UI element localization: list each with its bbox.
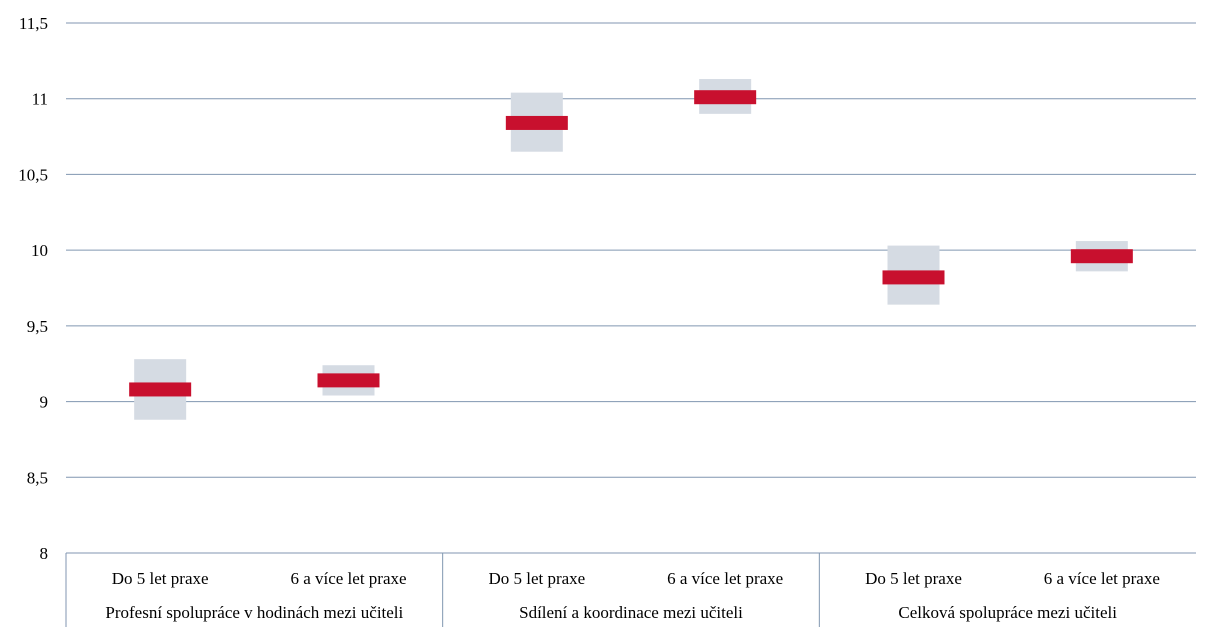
mean-marker: [882, 270, 945, 285]
y-tick-label: 9: [40, 393, 49, 412]
y-tick-label: 8,5: [27, 468, 48, 487]
x-group-label: Celková spolupráce mezi učiteli: [898, 603, 1117, 622]
mean-marker: [694, 90, 757, 105]
x-category-label: Do 5 let praxe: [488, 569, 585, 588]
y-tick-label: 9,5: [27, 317, 48, 336]
x-axis: Do 5 let praxe 6 a více let praxe Profesní…: [65, 552, 1196, 627]
gridlines: [66, 22, 1196, 478]
mean-marker: [1070, 249, 1133, 264]
x-group-label: Profesní spolupráce v hodinách mezi učit…: [105, 603, 403, 622]
y-axis-tick-labels: 8 8,5 9 9,5 10 10,5 11 11,5: [18, 14, 48, 563]
y-tick-label: 11,5: [19, 14, 48, 33]
mean-marker: [129, 382, 192, 397]
mean-markers: [129, 90, 1133, 397]
y-tick-label: 8: [40, 544, 49, 563]
x-category-label: Do 5 let praxe: [112, 569, 209, 588]
y-tick-label: 10,5: [18, 165, 48, 184]
confidence-intervals: [134, 79, 1128, 420]
y-tick-label: 11: [32, 90, 48, 109]
x-category-label: 6 a více let praxe: [667, 569, 783, 588]
x-category-label: 6 a více let praxe: [1044, 569, 1160, 588]
x-category-label: 6 a více let praxe: [290, 569, 406, 588]
mean-marker: [317, 373, 380, 388]
y-tick-label: 10: [31, 241, 48, 260]
mean-marker: [505, 115, 568, 130]
x-category-label: Do 5 let praxe: [865, 569, 962, 588]
x-group-label: Sdílení a koordinace mezi učiteli: [519, 603, 743, 622]
